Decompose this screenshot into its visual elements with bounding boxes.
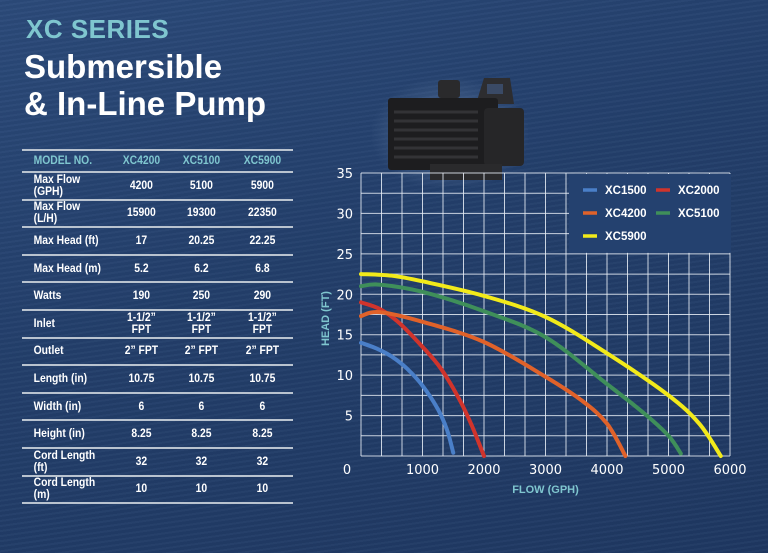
table-row: Cord Length (ft) 32 32 32 xyxy=(22,447,293,477)
row-label: Width (in) xyxy=(26,392,107,422)
table-cell: 1-1/2” FPT xyxy=(235,309,290,339)
table-cell: 6 xyxy=(113,392,169,422)
series-label: XC SERIES xyxy=(26,14,170,44)
legend-label-xc5900: XC5900 xyxy=(605,231,647,243)
series-line-xc5900 xyxy=(359,272,723,458)
table-cell: 290 xyxy=(235,282,290,311)
table-cell: 10.75 xyxy=(174,365,230,394)
row-label: Max Flow (GPH) xyxy=(26,172,107,201)
table-cell: 10 xyxy=(235,475,290,505)
table-row: Max Head (m) 5.2 6.2 6.8 xyxy=(22,254,293,284)
table-cell: 19300 xyxy=(174,199,230,229)
table-cell: 4200 xyxy=(113,172,169,201)
table-cell: 6 xyxy=(174,392,230,422)
row-label: Max Head (ft) xyxy=(26,227,107,256)
x-tick-label: 3000 xyxy=(529,463,562,478)
table-cell: 2” FPT xyxy=(174,337,230,367)
table-cell: 6 xyxy=(235,392,290,422)
page-title: Submersible & In-Line Pump xyxy=(24,48,266,122)
x-tick-label: 6000 xyxy=(713,463,746,478)
table-cell: 10.75 xyxy=(235,365,290,394)
pump-product-image xyxy=(372,76,528,186)
table-row: Inlet 1-1/2” FPT 1-1/2” FPT 1-1/2” FPT xyxy=(22,309,293,339)
title-line-1: Submersible xyxy=(24,48,223,85)
table-cell: 10 xyxy=(113,475,169,505)
series-line-xc1500 xyxy=(359,340,456,455)
row-label: Height (in) xyxy=(26,420,107,449)
legend-label-xc4200: XC4200 xyxy=(605,208,647,220)
row-label: Length (in) xyxy=(26,365,107,394)
table-cell: 22350 xyxy=(235,199,290,229)
legend-label-xc5100: XC5100 xyxy=(678,208,720,220)
table-row: Outlet 2” FPT 2” FPT 2” FPT xyxy=(22,337,293,367)
table-row: Max Flow (GPH) 4200 5100 5900 xyxy=(22,172,293,201)
table-row: Height (in) 8.25 8.25 8.25 xyxy=(22,420,293,449)
table-cell: 5900 xyxy=(235,172,290,201)
table-cell: 6.8 xyxy=(235,254,290,284)
x-tick-label: 0 xyxy=(343,463,351,478)
row-label: Watts xyxy=(26,282,107,311)
table-header-row: MODEL NO. XC4200 XC5100 XC5900 xyxy=(22,149,293,173)
y-tick-label: 5 xyxy=(345,410,353,425)
table-row: Watts 190 250 290 xyxy=(22,282,293,311)
y-tick-label: 30 xyxy=(336,207,353,222)
row-label: Cord Length (ft) xyxy=(26,447,107,477)
table-cell: 5100 xyxy=(174,172,230,201)
x-tick-label: 4000 xyxy=(590,463,623,478)
table-cell: 22.25 xyxy=(235,227,290,256)
row-label: Inlet xyxy=(26,309,107,339)
table-cell: 32 xyxy=(235,447,290,477)
table-cell: 5.2 xyxy=(113,254,169,284)
table-cell: 2” FPT xyxy=(235,337,290,367)
table-row: Max Flow (L/H) 15900 19300 22350 xyxy=(22,199,293,229)
y-axis-label: HEAD (FT) xyxy=(320,291,332,346)
table-cell: 1-1/2” FPT xyxy=(174,309,230,339)
column-header: XC5100 xyxy=(174,149,230,173)
table-row: Max Head (ft) 17 20.25 22.25 xyxy=(22,227,293,256)
table-cell: 10.75 xyxy=(113,365,169,394)
y-tick-label: 20 xyxy=(336,288,353,303)
y-tick-label: 35 xyxy=(336,167,353,182)
table-cell: 32 xyxy=(174,447,230,477)
series-line-xc4200 xyxy=(359,309,628,458)
table-cell: 2” FPT xyxy=(113,337,169,367)
table-cell: 17 xyxy=(113,227,169,256)
table-cell: 10 xyxy=(174,475,230,505)
series-line-xc5100 xyxy=(359,282,683,456)
row-label: Max Head (m) xyxy=(26,254,107,284)
row-label: Max Flow (L/H) xyxy=(26,199,107,229)
table-cell: 250 xyxy=(174,282,230,311)
spec-table: MODEL NO. XC4200 XC5100 XC5900 Max Flow (GPH… xyxy=(22,149,293,505)
title-line-2: & In-Line Pump xyxy=(24,85,266,122)
table-cell: 32 xyxy=(113,447,169,477)
x-tick-label: 2000 xyxy=(467,463,500,478)
table-row: Width (in) 6 6 6 xyxy=(22,392,293,422)
table-cell: 8.25 xyxy=(235,420,290,449)
table-row: Cord Length (m) 10 10 10 xyxy=(22,475,293,505)
table-cell: 6.2 xyxy=(174,254,230,284)
pump-curve-chart: 0 1000 2000 3000 4000 5000 6000 5 10 15 20 25 30 35 FL… xyxy=(320,167,747,496)
x-tick-label: 5000 xyxy=(652,463,685,478)
table-cell: 15900 xyxy=(113,199,169,229)
y-tick-label: 25 xyxy=(336,248,353,263)
table-cell: 8.25 xyxy=(113,420,169,449)
legend-label-xc1500: XC1500 xyxy=(605,185,647,197)
table-cell: 20.25 xyxy=(174,227,230,256)
x-tick-label: 1000 xyxy=(406,463,439,478)
y-tick-label: 15 xyxy=(336,329,353,344)
table-cell: 8.25 xyxy=(174,420,230,449)
column-header: XC5900 xyxy=(235,149,290,173)
series-line-xc2000 xyxy=(359,300,486,458)
legend-label-xc2000: XC2000 xyxy=(678,185,720,197)
x-axis-label: FLOW (GPH) xyxy=(512,484,579,496)
table-row: Length (in) 10.75 10.75 10.75 xyxy=(22,365,293,394)
row-label: Cord Length (m) xyxy=(26,475,107,505)
table-cell: 190 xyxy=(113,282,169,311)
table-cell: 1-1/2” FPT xyxy=(113,309,169,339)
column-header: XC4200 xyxy=(113,149,169,173)
y-tick-label: 10 xyxy=(336,369,353,384)
row-label: Outlet xyxy=(26,337,107,367)
column-header-label: MODEL NO. xyxy=(26,149,107,173)
